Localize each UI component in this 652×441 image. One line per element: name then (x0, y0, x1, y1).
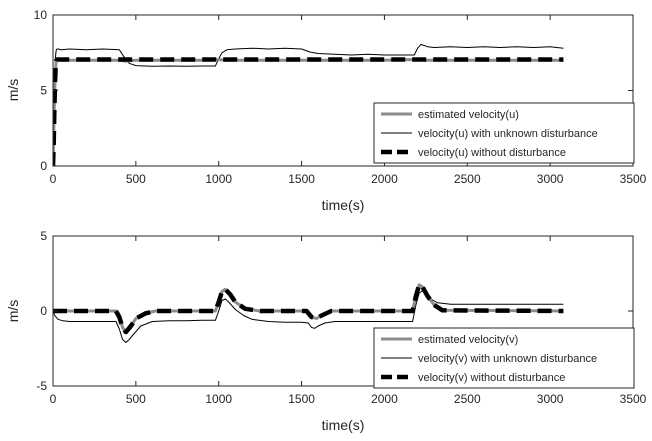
chart1-xtick-label: 1500 (288, 392, 315, 406)
chart0-xtick-label: 1000 (205, 172, 232, 186)
chart1-xtick-label: 2500 (454, 392, 481, 406)
chart1-y-axis-label: m/s (5, 300, 21, 323)
chart0-ytick-label: 10 (34, 8, 48, 22)
chart0-legend-box (373, 102, 635, 164)
chart1-xtick-label: 1000 (205, 392, 232, 406)
chart1-series-2-line (53, 290, 564, 343)
chart0-xtick-label: 1500 (288, 172, 315, 186)
chart1-xtick-label: 2000 (371, 392, 398, 406)
chart1-xtick-label: 0 (50, 392, 57, 406)
chart0-y-axis-label: m/s (5, 79, 21, 102)
chart1-ytick-label: 5 (40, 229, 47, 243)
chart1-ytick-label: -5 (36, 379, 47, 393)
chart0-legend-label-2: velocity(u) with unknown disturbance (418, 128, 598, 140)
chart1-series-group (53, 282, 564, 343)
chart0-ytick-label: 0 (40, 159, 47, 173)
chart0-legend-label-3: velocity(u) without disturbance (418, 147, 566, 159)
chart1-legend-label-3: velocity(v) without disturbance (418, 372, 565, 384)
chart1-series-3-line (53, 282, 564, 335)
chart0-x-axis-label: time(s) (322, 197, 365, 213)
chart0-series-3-line (53, 57, 564, 166)
chart1-legend-box (373, 327, 635, 389)
chart1-xtick-label: 3000 (537, 392, 564, 406)
chart0-series-group (53, 43, 564, 166)
chart0-xtick-label: 500 (126, 172, 146, 186)
chart0-xtick-label: 0 (50, 172, 57, 186)
chart0-xtick-label: 2000 (371, 172, 398, 186)
chart0-legend-label-1: estimated velocity(u) (418, 109, 519, 121)
chart1-legend: estimated velocity(v) velocity(v) with un… (373, 327, 635, 389)
chart1-x-axis-label: time(s) (322, 417, 365, 433)
top-chart: 0 500 1000 1500 2000 2500 3000 3500 0 5 10 time(s) m… (5, 8, 647, 213)
chart1-xtick-label: 3500 (620, 392, 647, 406)
chart0-xtick-label: 3500 (620, 172, 647, 186)
chart0-series-2-line (53, 43, 564, 166)
chart0-legend: estimated velocity(u) velocity(u) with un… (373, 102, 635, 164)
chart1-xtick-label: 500 (126, 392, 146, 406)
chart0-ytick-label: 5 (40, 84, 47, 98)
chart0-xtick-label: 3000 (537, 172, 564, 186)
chart1-ytick-label: 0 (40, 304, 47, 318)
bottom-chart: 0 500 1000 1500 2000 2500 3000 3500-505time(s)m… (5, 229, 647, 433)
chart1-legend-label-2: velocity(v) with unknown disturbance (418, 353, 597, 365)
chart0-xtick-label: 2500 (454, 172, 481, 186)
chart1-legend-label-1: estimated velocity(v) (418, 334, 518, 346)
